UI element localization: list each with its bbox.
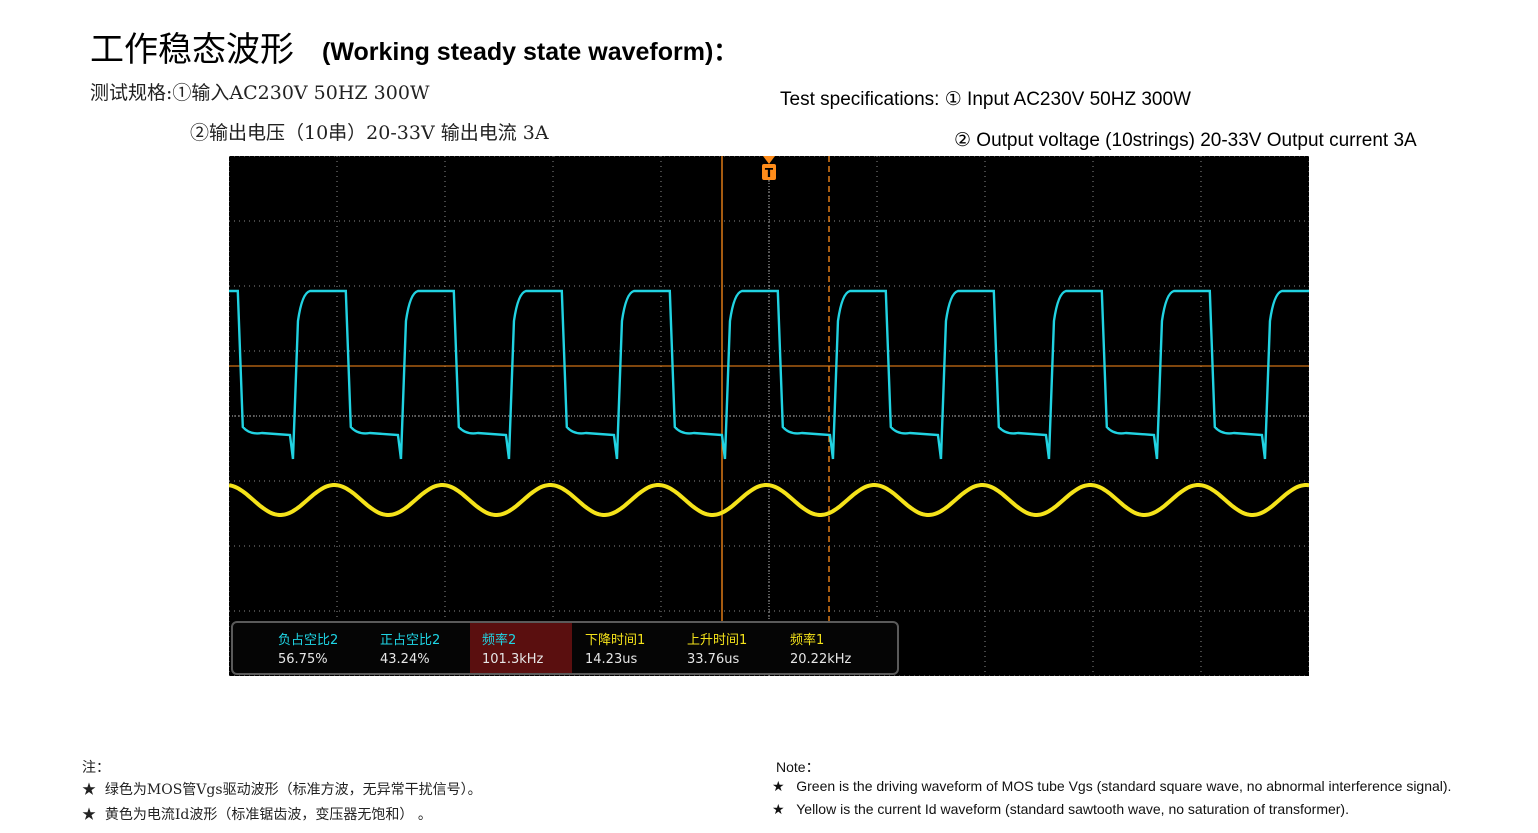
star-bullet-icon: ★	[772, 778, 785, 794]
notes-cn-item: ★ 黄色为电流Id波形（标准锯齿波，变压器无饱和） 。	[82, 804, 432, 824]
measurement-item[interactable]: 上升时间1 33.76us	[675, 623, 777, 673]
measurement-value: 101.3kHz	[482, 652, 544, 667]
measurement-label: 正占空比2	[380, 633, 441, 648]
measurement-value: 56.75%	[278, 652, 328, 667]
measurement-item-selected[interactable]: 频率2 101.3kHz	[470, 623, 572, 673]
measurement-item[interactable]: 正占空比2 43.24%	[368, 623, 470, 673]
measurement-label: 下降时间1	[585, 633, 646, 648]
page-title-cn: 工作稳态波形	[90, 30, 294, 70]
measurement-item[interactable]: 下降时间1 14.23us	[573, 623, 675, 673]
measurement-value: 20.22kHz	[790, 652, 852, 667]
star-bullet-icon: ★	[772, 801, 785, 817]
notes-en-text: Green is the driving waveform of MOS tub…	[796, 778, 1452, 794]
measurement-value: 14.23us	[585, 652, 638, 667]
trigger-label: T	[765, 166, 774, 180]
notes-cn-item: ★ 绿色为MOS管Vgs驱动波形（标准方波，无异常干扰信号）。	[82, 779, 482, 799]
notes-cn-header: 注：	[82, 760, 110, 776]
measurement-value: 33.76us	[687, 652, 740, 667]
measurement-label: 频率1	[790, 633, 825, 648]
waveform-plot: T	[229, 156, 1309, 676]
measurement-label: 上升时间1	[687, 633, 748, 648]
page-title-en: (Working steady state waveform)：	[322, 38, 739, 66]
star-bullet-icon: ★	[82, 782, 96, 798]
spec-en-line2: ② Output voltage (10strings) 20-33V Outp…	[954, 130, 1417, 151]
trigger-marker-icon: T	[762, 156, 776, 180]
spec-cn-line2: ②输出电压（10串）20-33V 输出电流 3A	[190, 122, 549, 144]
notes-en-text: Yellow is the current Id waveform (stand…	[796, 801, 1349, 817]
measurement-item[interactable]: 频率1 20.22kHz	[778, 623, 880, 673]
yellow-current-trace	[229, 483, 1309, 517]
notes-cn-text: 黄色为电流Id波形（标准锯齿波，变压器无饱和） 。	[104, 807, 432, 823]
measurement-label: 负占空比2	[278, 633, 339, 648]
measurement-panel: 负占空比2 56.75% 正占空比2 43.24% 频率2 101.3kHz 下…	[231, 621, 899, 675]
notes-en-header: Note：	[776, 759, 820, 775]
cyan-vgs-trace	[229, 289, 1309, 460]
star-bullet-icon: ★	[82, 807, 96, 823]
measurement-item[interactable]: 负占空比2 56.75%	[266, 623, 368, 673]
notes-cn-text: 绿色为MOS管Vgs驱动波形（标准方波，无异常干扰信号）。	[104, 782, 482, 798]
notes-en-item: ★ Green is the driving waveform of MOS t…	[772, 778, 1451, 795]
spec-cn-line1: 测试规格:①输入AC230V 50HZ 300W	[90, 82, 430, 104]
notes-en-item: ★ Yellow is the current Id waveform (sta…	[772, 801, 1349, 818]
scope-grid	[229, 156, 1309, 676]
measurement-label: 频率2	[482, 633, 517, 648]
spec-en-line1: Test specifications: ① Input AC230V 50HZ…	[780, 89, 1191, 110]
oscilloscope-screen: T 负占空比2 56.75% 正占空比2 43.24% 频率2 101.3kHz…	[229, 156, 1309, 676]
measurement-value: 43.24%	[380, 652, 430, 667]
